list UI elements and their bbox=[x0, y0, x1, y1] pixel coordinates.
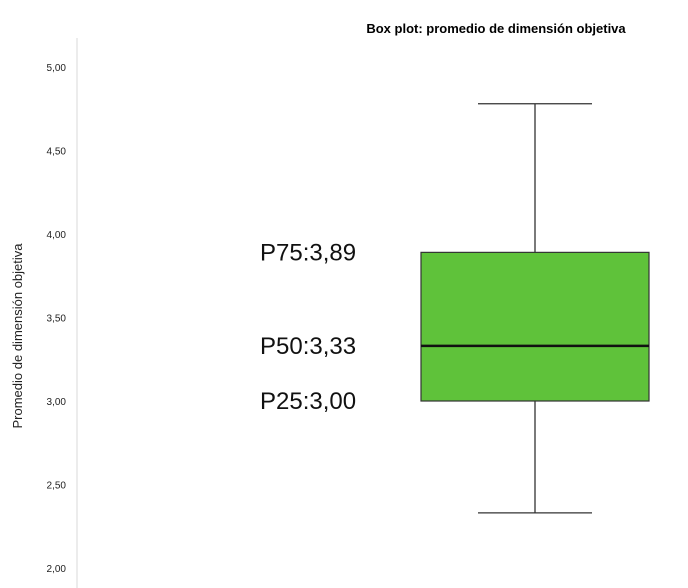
y-tick-label: 5,00 bbox=[47, 63, 67, 74]
y-tick-label: 2,50 bbox=[47, 481, 67, 492]
chart-title: Box plot: promedio de dimensión objetiva bbox=[366, 21, 626, 36]
box-plot bbox=[420, 103, 650, 514]
percentile-label: P25:3,00 bbox=[260, 388, 356, 415]
y-axis-ticks: 2,00 2,50 3,00 3,50 4,00 4,50 5,00 bbox=[47, 63, 67, 575]
y-tick-label: 4,50 bbox=[47, 147, 67, 158]
y-tick-label: 3,50 bbox=[47, 314, 67, 325]
percentile-annotations: P75:3,89 P50:3,33 P25:3,00 bbox=[260, 239, 356, 415]
y-tick-label: 2,00 bbox=[47, 564, 67, 575]
percentile-label: P50:3,33 bbox=[260, 333, 356, 360]
y-tick-label: 4,00 bbox=[47, 230, 67, 241]
y-tick-label: 3,00 bbox=[47, 397, 67, 408]
percentile-label: P75:3,89 bbox=[260, 239, 356, 266]
y-axis-label: Promedio de dimensión objetiva bbox=[10, 243, 25, 429]
interquartile-box bbox=[420, 251, 650, 402]
